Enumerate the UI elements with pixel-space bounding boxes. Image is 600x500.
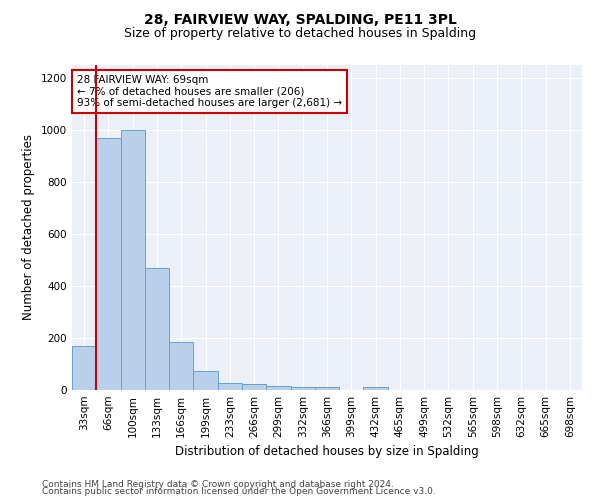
Bar	[72, 346, 96, 390]
Text: 28, FAIRVIEW WAY, SPALDING, PE11 3PL: 28, FAIRVIEW WAY, SPALDING, PE11 3PL	[143, 12, 457, 26]
Bar	[145, 268, 169, 390]
Bar	[364, 386, 388, 390]
Text: Contains HM Land Registry data © Crown copyright and database right 2024.: Contains HM Land Registry data © Crown c…	[42, 480, 394, 489]
Bar	[266, 386, 290, 390]
Text: Contains public sector information licensed under the Open Government Licence v3: Contains public sector information licen…	[42, 487, 436, 496]
Bar	[290, 388, 315, 390]
Text: 28 FAIRVIEW WAY: 69sqm
← 7% of detached houses are smaller (206)
93% of semi-det: 28 FAIRVIEW WAY: 69sqm ← 7% of detached …	[77, 74, 342, 108]
X-axis label: Distribution of detached houses by size in Spalding: Distribution of detached houses by size …	[175, 446, 479, 458]
Bar	[96, 138, 121, 390]
Bar	[169, 342, 193, 390]
Bar	[218, 383, 242, 390]
Bar	[242, 384, 266, 390]
Y-axis label: Number of detached properties: Number of detached properties	[22, 134, 35, 320]
Bar	[315, 386, 339, 390]
Bar	[121, 130, 145, 390]
Bar	[193, 370, 218, 390]
Text: Size of property relative to detached houses in Spalding: Size of property relative to detached ho…	[124, 28, 476, 40]
